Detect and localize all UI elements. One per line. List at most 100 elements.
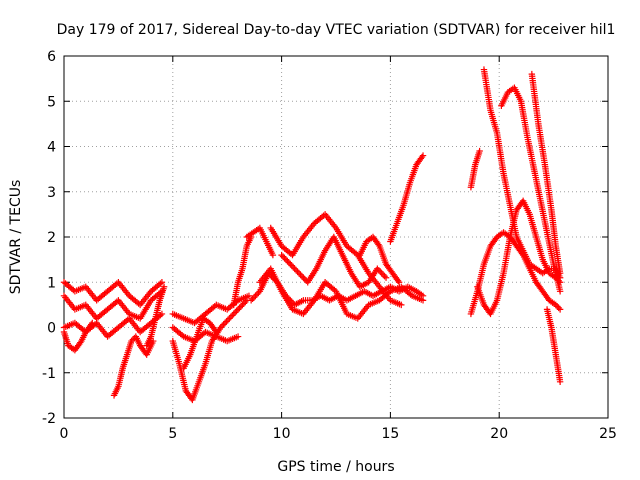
data-point	[552, 301, 559, 309]
data-track-3	[60, 310, 166, 340]
data-point	[284, 257, 291, 265]
data-track-18	[387, 152, 427, 245]
y-axis-label: SDTVAR / TECUs	[8, 180, 24, 295]
data-point	[234, 306, 242, 313]
data-track-25	[543, 306, 564, 385]
data-track-6	[143, 283, 168, 349]
data-point	[226, 315, 233, 322]
data-point	[476, 147, 483, 155]
data-track-17	[356, 233, 403, 286]
data-points	[60, 66, 564, 404]
data-point	[290, 263, 297, 271]
y-tick-label: 5	[47, 94, 56, 110]
x-tick-label: 15	[381, 426, 399, 442]
data-point	[300, 274, 307, 281]
data-point	[253, 291, 261, 298]
data-point	[237, 303, 245, 310]
data-point	[382, 274, 390, 281]
data-point	[212, 327, 219, 334]
y-tick-label: -1	[42, 366, 56, 382]
x-tick-label: 10	[273, 426, 291, 442]
y-tick-label: 2	[47, 230, 56, 246]
data-point	[158, 310, 166, 318]
chart-title: Day 179 of 2017, Sidereal Day-to-day VTE…	[57, 22, 616, 38]
data-point	[89, 319, 96, 327]
data-point	[298, 273, 306, 280]
data-point	[278, 251, 285, 259]
data-point	[245, 292, 253, 300]
data-track-24	[528, 70, 564, 277]
data-track-1	[60, 279, 166, 309]
data-point	[250, 294, 258, 301]
data-point	[229, 312, 236, 319]
x-tick-label: 5	[168, 426, 177, 442]
data-point	[249, 295, 256, 303]
data-point	[255, 289, 262, 297]
data-point	[279, 253, 287, 260]
data-track-23	[498, 84, 564, 295]
data-point	[233, 307, 240, 315]
data-point	[418, 153, 426, 161]
data-point	[294, 268, 301, 275]
data-point	[88, 321, 95, 328]
data-point	[554, 303, 561, 310]
data-point	[291, 265, 298, 272]
data-track-20	[467, 229, 564, 318]
data-point	[288, 262, 295, 269]
data-track-7	[169, 297, 250, 404]
data-point	[381, 273, 388, 280]
data-point	[556, 288, 564, 295]
y-tick-label: 1	[47, 275, 56, 291]
data-point	[375, 241, 382, 248]
data-point	[158, 279, 166, 286]
data-point	[77, 339, 84, 346]
data-track-11	[230, 233, 255, 309]
data-point	[221, 319, 229, 327]
data-point	[419, 152, 427, 159]
data-track-2	[60, 288, 166, 322]
x-tick-label: 25	[599, 426, 617, 442]
data-point	[295, 270, 303, 277]
y-tick-label: 4	[47, 140, 56, 156]
data-point	[220, 321, 227, 328]
data-point	[129, 336, 137, 343]
data-point	[252, 292, 259, 300]
data-point	[234, 333, 242, 340]
data-point	[160, 283, 168, 290]
data-point	[395, 279, 403, 286]
data-point	[227, 313, 235, 321]
x-tick-label: 0	[60, 426, 69, 442]
data-point	[378, 270, 385, 277]
data-point	[398, 301, 405, 309]
data-point	[230, 310, 237, 318]
data-point	[281, 254, 288, 262]
data-point	[231, 309, 239, 316]
data-track-19	[467, 147, 483, 191]
data-track-16	[278, 233, 390, 290]
data-point	[213, 328, 220, 336]
data-point	[236, 304, 243, 312]
x-tick-label: 20	[490, 426, 508, 442]
data-point	[375, 266, 382, 274]
data-point	[394, 277, 402, 284]
data-track-12	[243, 224, 277, 259]
data-track-5	[110, 333, 157, 399]
data-point	[556, 306, 564, 313]
data-point	[374, 265, 381, 272]
data-track-14	[256, 265, 427, 322]
data-point	[556, 378, 564, 385]
data-point	[287, 260, 294, 268]
x-axis-label: GPS time / hours	[277, 459, 394, 475]
data-point	[223, 318, 230, 325]
data-point	[269, 251, 277, 259]
data-point	[297, 271, 304, 278]
y-tick-label: 0	[47, 321, 56, 337]
y-tick-label: -2	[42, 411, 56, 427]
data-point	[218, 322, 226, 330]
data-track-4	[60, 319, 96, 354]
y-tick-label: 3	[47, 185, 56, 201]
data-point	[292, 266, 300, 274]
data-point	[556, 270, 564, 277]
y-tick-label: 6	[47, 49, 56, 65]
